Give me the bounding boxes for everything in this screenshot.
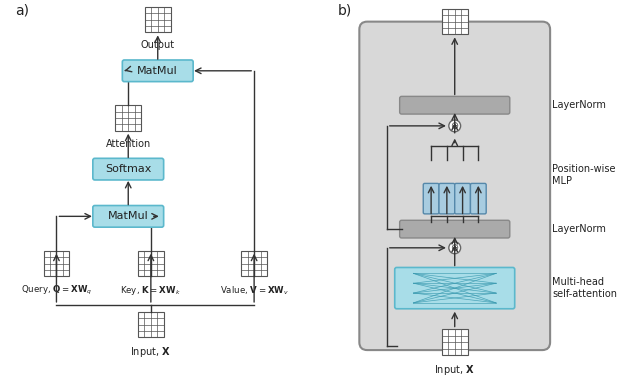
Circle shape: [449, 120, 461, 132]
Text: Input, $\mathbf{X}$: Input, $\mathbf{X}$: [435, 363, 475, 377]
FancyBboxPatch shape: [423, 183, 439, 214]
Text: MatMul: MatMul: [108, 211, 148, 221]
Bar: [241, 251, 267, 276]
Text: LayerNorm: LayerNorm: [552, 100, 606, 110]
Text: Position-wise
MLP: Position-wise MLP: [552, 164, 616, 186]
Text: Softmax: Softmax: [105, 164, 152, 174]
FancyBboxPatch shape: [395, 268, 515, 309]
FancyBboxPatch shape: [439, 183, 455, 214]
Text: Attention: Attention: [106, 139, 151, 149]
Text: LayerNorm: LayerNorm: [552, 224, 606, 234]
Text: Value, $\mathbf{V} = \mathbf{X}\mathbf{W}_v$: Value, $\mathbf{V} = \mathbf{X}\mathbf{W…: [220, 284, 289, 297]
FancyBboxPatch shape: [455, 183, 470, 214]
FancyBboxPatch shape: [399, 220, 510, 238]
Text: a): a): [15, 4, 29, 18]
Bar: [442, 9, 467, 34]
Bar: [115, 105, 141, 131]
FancyBboxPatch shape: [93, 205, 164, 227]
FancyBboxPatch shape: [359, 22, 550, 350]
Text: Query, $\mathbf{Q} = \mathbf{X}\mathbf{W}_q$: Query, $\mathbf{Q} = \mathbf{X}\mathbf{W…: [20, 284, 92, 297]
Text: MatMul: MatMul: [138, 66, 178, 76]
Bar: [44, 251, 69, 276]
Bar: [442, 329, 467, 355]
FancyBboxPatch shape: [399, 96, 510, 114]
FancyBboxPatch shape: [470, 183, 486, 214]
Text: Multi-head
self-attention: Multi-head self-attention: [552, 277, 617, 299]
Text: $\oplus$: $\oplus$: [450, 242, 460, 253]
Circle shape: [449, 242, 461, 254]
Text: Key, $\mathbf{K} = \mathbf{X}\mathbf{W}_k$: Key, $\mathbf{K} = \mathbf{X}\mathbf{W}_…: [120, 284, 181, 297]
Text: b): b): [338, 4, 352, 18]
Text: Input, $\mathbf{X}$: Input, $\mathbf{X}$: [131, 345, 172, 359]
Text: $\oplus$: $\oplus$: [450, 121, 460, 132]
Text: Output: Output: [141, 40, 175, 50]
FancyBboxPatch shape: [122, 60, 193, 81]
Bar: [145, 7, 170, 33]
Bar: [138, 251, 164, 276]
FancyBboxPatch shape: [93, 158, 164, 180]
Bar: [138, 312, 164, 337]
